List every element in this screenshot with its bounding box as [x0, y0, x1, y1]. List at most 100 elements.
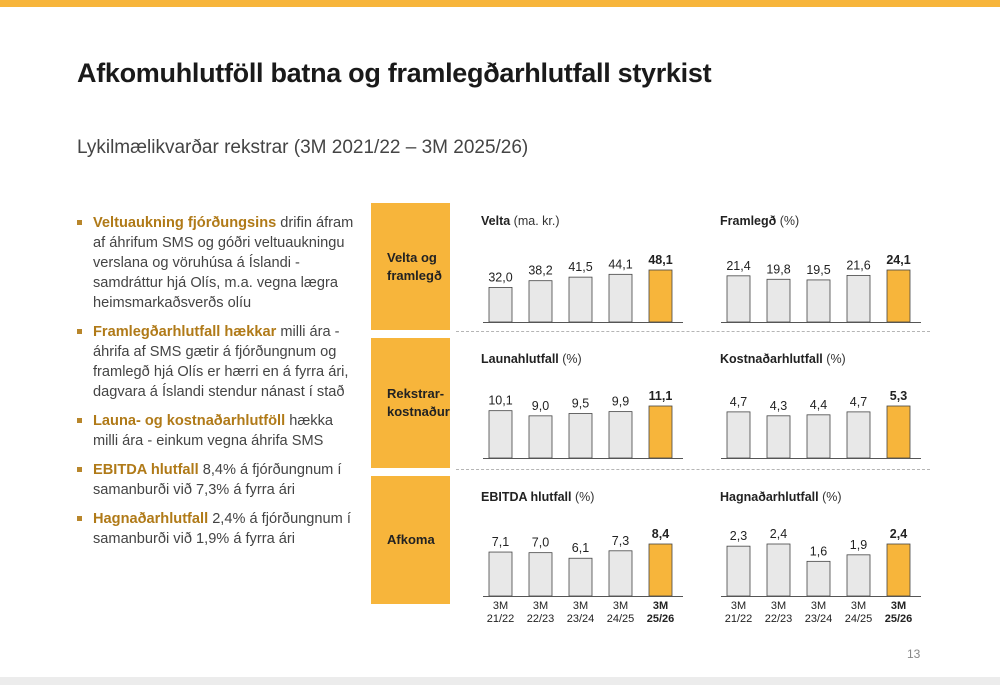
x-tick-label: 21/22: [487, 613, 515, 625]
bullet-item: Launa- og kostnaðarhlutföll hækka milli …: [77, 411, 362, 451]
data-label: 2,3: [730, 529, 747, 543]
category-label: Afkoma: [387, 532, 435, 547]
chart-bar: [886, 405, 911, 459]
x-tick-label: 21/22: [725, 613, 753, 625]
x-tick-label: 23/24: [567, 613, 595, 625]
data-label: 48,1: [648, 253, 672, 267]
data-label: 10,1: [488, 394, 512, 408]
data-label: 8,4: [652, 527, 669, 541]
x-tick-label: 3M: [891, 600, 906, 612]
page-title: Afkomuhlutföll batna og framlegðarhlutfa…: [77, 58, 712, 88]
bullet-marker: [77, 516, 82, 521]
x-tick-label: 25/26: [647, 613, 675, 625]
chart-title-launahlutfall: Launahlutfall (%): [481, 352, 582, 366]
chart-bar: [766, 415, 791, 459]
x-tick-label: 22/23: [527, 613, 555, 625]
bullet-item: Hagnaðarhlutfall 2,4% á fjórðungnum í sa…: [77, 509, 362, 549]
data-label: 9,5: [572, 396, 589, 410]
chart-bar: [846, 274, 871, 323]
data-label: 6,1: [572, 541, 589, 555]
chart-bar: [806, 560, 831, 597]
data-label: 7,3: [612, 534, 629, 548]
chart-bar: [648, 269, 673, 323]
x-tick-label: 23/24: [805, 613, 833, 625]
category-rekstrarkostnadur: Rekstrar-kostnaður: [371, 338, 450, 468]
chart-title-hagnadarhlutfall: Hagnaðarhlutfall (%): [720, 490, 842, 504]
chart-bar: [568, 276, 593, 323]
chart-title-ebitda: EBITDA hlutfall (%): [481, 490, 595, 504]
row-divider: [456, 469, 930, 470]
chart-bar: [608, 550, 633, 597]
bullet-item: EBITDA hlutfall 8,4% á fjórðungnum í sam…: [77, 460, 362, 500]
bullet-highlight: Launa- og kostnaðarhlutföll: [93, 413, 286, 429]
data-label: 32,0: [488, 270, 512, 284]
page-subtitle: Lykilmælikvarðar rekstrar (3M 2021/22 – …: [77, 137, 529, 158]
chart-bar: [488, 551, 513, 597]
data-label: 4,3: [770, 399, 787, 413]
category-label: kostnaður: [387, 404, 450, 419]
x-tick-label: 3M: [533, 600, 548, 612]
chart-bar: [886, 269, 911, 323]
x-tick-label: 25/26: [885, 613, 913, 625]
chart-title-framlegd: Framlegð (%): [720, 214, 800, 228]
bullet-text: hækka milli ára - einkum vegna áhrifa SM…: [93, 413, 334, 449]
category-label: Velta og: [387, 249, 437, 265]
data-label: 24,1: [886, 253, 910, 267]
x-tick-label: 22/23: [765, 613, 793, 625]
row-divider: [456, 331, 930, 332]
bullet-text: 8,4% á fjórðungnum í samanburði við 7,3%…: [93, 462, 342, 498]
chart-bar: [648, 543, 673, 597]
data-label: 19,5: [806, 263, 830, 277]
chart-bar: [806, 414, 831, 459]
data-label: 21,4: [726, 259, 750, 273]
bullet-marker: [77, 220, 82, 225]
x-tick-label: 3M: [851, 600, 866, 612]
data-label: 41,5: [568, 260, 592, 274]
x-tick-label: 24/25: [845, 613, 873, 625]
x-tick-label: 3M: [613, 600, 628, 612]
chart-bar: [528, 552, 553, 597]
chart-bar: [766, 278, 791, 323]
chart-bar: [608, 411, 633, 459]
bullet-item: Veltuaukning fjórðungsins drifin áfram a…: [77, 213, 362, 313]
data-label: 4,4: [810, 398, 827, 412]
chart-bar: [528, 280, 553, 323]
data-label: 38,2: [528, 264, 552, 278]
chart-title-velta: Velta (ma. kr.): [481, 214, 560, 228]
data-label: 11,1: [649, 389, 673, 403]
x-tick-label: 3M: [731, 600, 746, 612]
chart-bar: [806, 279, 831, 323]
page-number: 13: [907, 647, 921, 661]
data-label: 9,9: [612, 395, 629, 409]
chart-bar: [488, 287, 513, 323]
bullet-highlight: Hagnaðarhlutfall: [93, 511, 209, 527]
category-velta-framlegd: Velta og framlegð: [371, 203, 450, 330]
bullet-marker: [77, 329, 82, 334]
category-label: framlegð: [387, 267, 442, 283]
bullet-marker: [77, 467, 82, 472]
data-label: 9,0: [532, 399, 549, 413]
data-label: 1,9: [850, 538, 867, 552]
x-tick-label: 24/25: [607, 613, 635, 625]
data-label: 21,6: [846, 258, 870, 272]
bullet-highlight: EBITDA hlutfall: [93, 462, 199, 478]
chart-bar: [726, 275, 751, 323]
data-label: 4,7: [850, 395, 867, 409]
chart-bar: [846, 411, 871, 459]
bullet-text: milli ára - áhrifa af SMS gætir á fjórðu…: [93, 324, 349, 400]
x-tick-label: 3M: [653, 600, 668, 612]
bullet-item: Framlegðarhlutfall hækkar milli ára - áh…: [77, 322, 362, 402]
chart-bar: [846, 554, 871, 597]
bullet-text: drifin áfram af áhrifum SMS og góðri vel…: [93, 215, 354, 311]
bullet-marker: [77, 418, 82, 423]
chart-bar: [568, 413, 593, 459]
data-label: 44,1: [608, 257, 632, 271]
chart-bar: [726, 545, 751, 597]
x-tick-label: 3M: [771, 600, 786, 612]
bullet-highlight: Veltuaukning fjórðungsins: [93, 215, 277, 231]
chart-bar: [886, 543, 911, 597]
category-label: Rekstrar-: [387, 386, 445, 401]
data-label: 1,6: [810, 544, 827, 558]
data-label: 2,4: [770, 527, 787, 541]
